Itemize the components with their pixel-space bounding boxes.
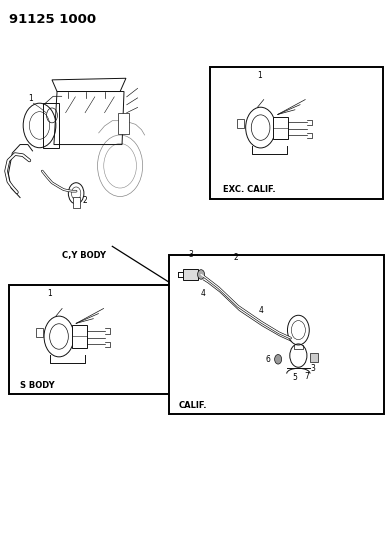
Bar	[237, 119, 244, 128]
Text: 91125 1000: 91125 1000	[9, 13, 96, 26]
Text: 6: 6	[266, 355, 271, 364]
Circle shape	[198, 270, 205, 279]
Text: 2: 2	[234, 253, 238, 262]
Text: 3: 3	[311, 365, 316, 374]
Text: 2: 2	[82, 196, 87, 205]
Text: CALIF.: CALIF.	[178, 401, 207, 410]
Bar	[210, 67, 383, 199]
Bar	[9, 285, 184, 394]
Bar	[310, 353, 318, 362]
Text: 7: 7	[305, 372, 309, 381]
Circle shape	[275, 354, 281, 364]
Text: 1: 1	[47, 289, 52, 297]
Text: 1: 1	[258, 71, 262, 80]
Text: 4: 4	[259, 305, 264, 314]
Text: S BODY: S BODY	[20, 381, 54, 390]
Bar	[73, 197, 80, 208]
Bar	[183, 269, 198, 280]
Text: C,Y BODY: C,Y BODY	[62, 251, 106, 260]
Text: 5: 5	[292, 373, 297, 382]
Text: EXC. CALIF.: EXC. CALIF.	[223, 185, 276, 195]
Text: 1: 1	[29, 94, 33, 103]
Text: 4: 4	[201, 289, 205, 297]
Text: 3: 3	[189, 251, 193, 260]
Bar	[36, 328, 43, 337]
Bar	[273, 117, 288, 139]
Bar	[72, 326, 87, 348]
Bar	[169, 255, 384, 414]
Bar	[118, 113, 129, 134]
